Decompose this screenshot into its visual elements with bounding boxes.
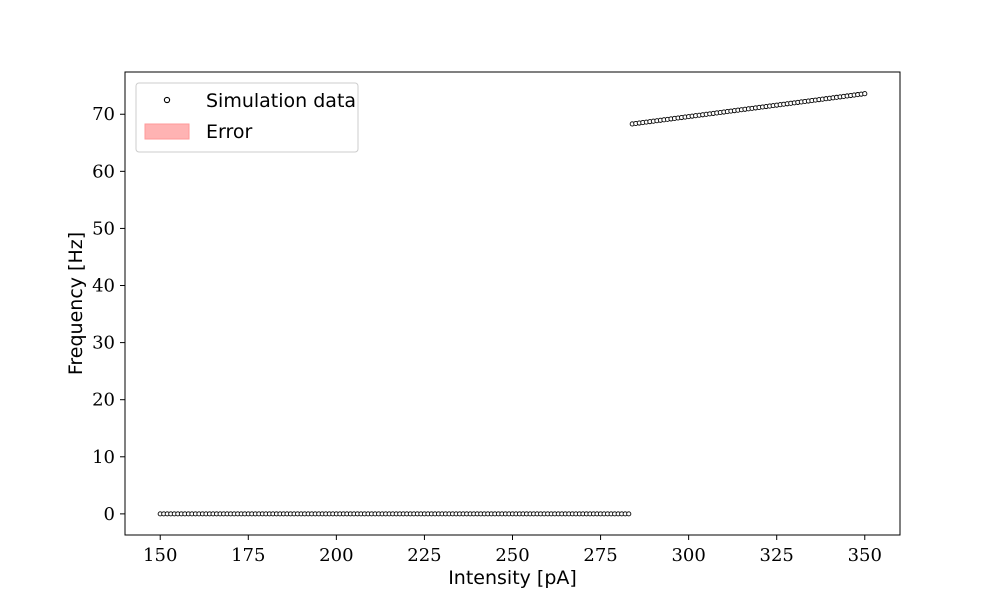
x-tick-label: 200 [319,545,353,566]
x-axis-label: Intensity [pA] [448,567,577,589]
plot-area [124,71,901,536]
x-tick-label: 225 [407,545,441,566]
data-point [626,511,632,517]
x-tick-label: 150 [143,545,177,566]
y-tick-label: 70 [92,104,115,125]
x-tick-label: 275 [583,545,617,566]
x-tick-label: 325 [760,545,794,566]
y-tick-label: 30 [92,333,115,354]
x-tick-label: 175 [231,545,265,566]
y-tick-label: 50 [92,218,115,239]
scatter-points [157,91,868,517]
x-tick-label: 300 [671,545,705,566]
legend-label-simulation: Simulation data [206,90,356,112]
y-tick-label: 10 [92,447,115,468]
legend-marker-simulation [163,96,171,104]
y-tick-label: 60 [92,161,115,182]
y-tick-label: 20 [92,390,115,411]
legend-box [135,82,359,153]
x-tick-label: 250 [495,545,529,566]
y-tick-label: 40 [92,276,115,297]
legend-label-error: Error [206,121,253,143]
data-point [862,91,868,97]
x-tick-label: 350 [848,545,882,566]
legend: Simulation data Error [135,82,359,153]
x-axis-ticks: 150 175 200 225 250 275 300 325 350 [143,535,882,566]
y-axis-ticks: 0 10 20 30 40 50 60 70 [92,104,125,525]
legend-patch-error [144,123,190,140]
y-axis-label: Frequency [Hz] [65,232,87,375]
y-tick-label: 0 [104,504,115,525]
